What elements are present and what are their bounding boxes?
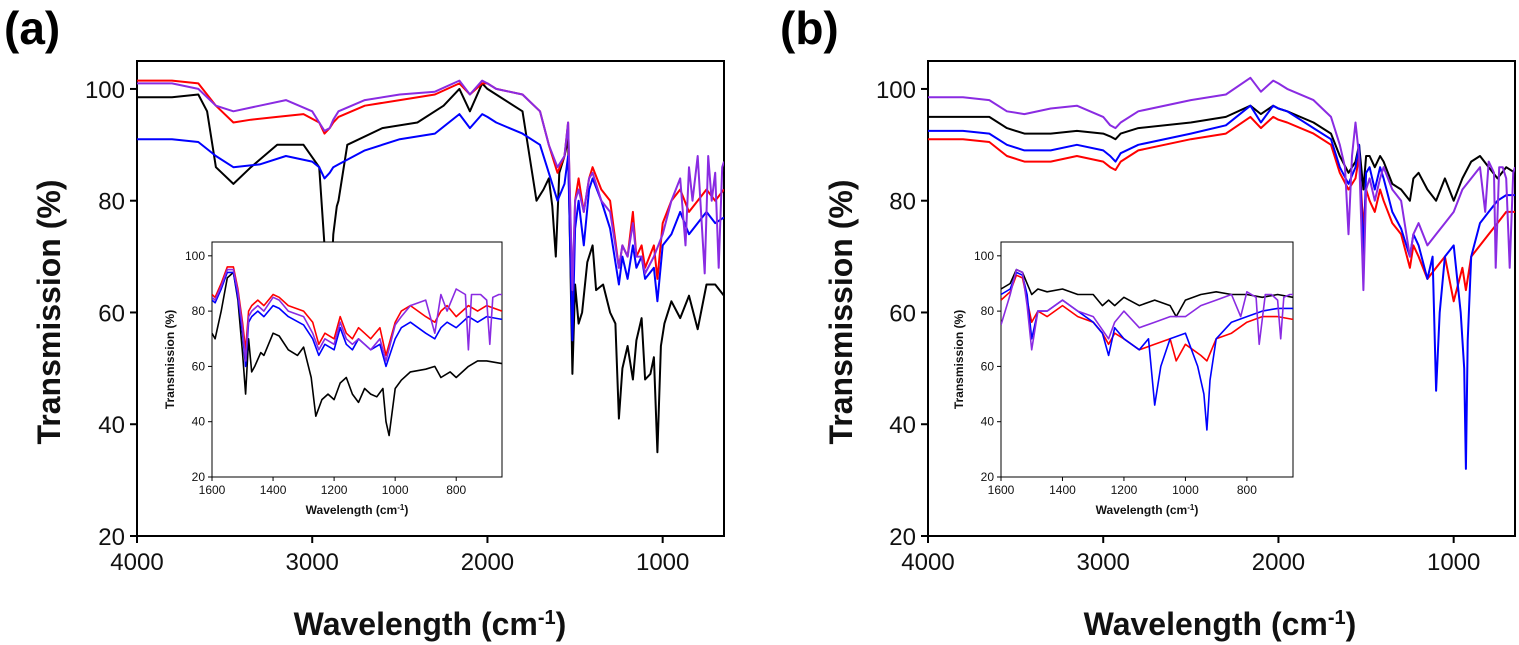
x-tick-label: 3000 — [1077, 549, 1130, 576]
y-tick-label: 100 — [85, 77, 125, 104]
y-tick-label: 40 — [98, 412, 125, 439]
y-tick-label: 20 — [889, 524, 916, 551]
x-axis-title: Wavelength (cm-1) — [1084, 606, 1357, 642]
inset-x-axis-title: Wavelength (cm-1) — [1096, 503, 1199, 518]
x-axis-title-sup: -1 — [538, 607, 556, 629]
series-line-4 — [212, 268, 502, 362]
inset-frame — [1000, 241, 1294, 478]
y-tick-label: 40 — [981, 415, 995, 429]
y-tick-label: 80 — [98, 189, 125, 216]
y-tick-label: 40 — [192, 415, 206, 429]
y-tick-label: 80 — [192, 304, 206, 318]
x-tick-label: 1600 — [988, 483, 1015, 497]
inset-plot: 1600 1400 1200 1000 800 20 40 60 80 100 Transmissi… — [952, 241, 1294, 518]
series-line-1 — [212, 271, 502, 437]
series-group — [212, 266, 502, 437]
series-line-3 — [1001, 271, 1293, 431]
x-tick-label: 4000 — [110, 549, 163, 576]
x-tick-label: 4000 — [901, 549, 954, 576]
series-group — [1001, 268, 1293, 431]
x-axis-title-sup: -1 — [1328, 607, 1346, 629]
x-tick-label: 800 — [1237, 483, 1257, 497]
x-axis-title: Wavelength (cm-1) — [294, 606, 567, 642]
series-line-1 — [1001, 268, 1293, 318]
main-plot: 4000 3000 2000 1000 20 40 60 80 100 — [85, 60, 725, 576]
panel-label: (a) — [4, 2, 60, 54]
y-tick-label: 60 — [981, 359, 995, 373]
x-tick-label: 1400 — [260, 483, 287, 497]
series-line-1 — [928, 104, 1515, 202]
x-tick-label: 1000 — [636, 549, 689, 576]
series-line-4 — [137, 79, 724, 292]
series-line-2 — [928, 115, 1515, 303]
y-axis-title: Transmission (%) — [823, 180, 859, 445]
plot-frame — [136, 60, 725, 537]
inset-y-axis-title: Transmission (%) — [952, 310, 966, 409]
x-tick-label: 1200 — [1111, 483, 1138, 497]
inset-x-axis-title: Wavelength (cm-1) — [306, 503, 409, 518]
panel-label: (b) — [780, 2, 839, 54]
x-tick-label: 800 — [446, 483, 466, 497]
panel-b: (b) 4000 3000 2000 1000 20 40 60 80 100 1600 1400… — [780, 2, 1516, 642]
x-tick-label: 1000 — [1427, 549, 1480, 576]
y-tick-label: 20 — [98, 524, 125, 551]
series-line-4 — [928, 76, 1515, 292]
plot-frame — [927, 60, 1516, 537]
y-tick-label: 40 — [889, 412, 916, 439]
y-tick-label: 100 — [185, 249, 205, 263]
y-axis-title: Transmission (%) — [31, 180, 67, 445]
inset-y-axis-title: Transmission (%) — [163, 310, 177, 409]
inset-frame — [211, 241, 503, 478]
series-group — [928, 76, 1515, 470]
inset-plot: 1600 1400 1200 1000 800 20 40 60 80 100 Transmissi… — [163, 241, 503, 518]
y-tick-label: 100 — [974, 249, 994, 263]
y-tick-label: 60 — [98, 300, 125, 327]
y-tick-label: 80 — [889, 189, 916, 216]
series-line-3 — [137, 113, 724, 342]
y-tick-label: 20 — [192, 470, 206, 484]
x-tick-label: 2000 — [1252, 549, 1305, 576]
y-tick-label: 60 — [889, 300, 916, 327]
x-tick-label: 1200 — [321, 483, 348, 497]
x-tick-label: 3000 — [286, 549, 339, 576]
y-tick-label: 100 — [876, 77, 916, 104]
x-tick-label: 1400 — [1049, 483, 1076, 497]
y-tick-label: 80 — [981, 304, 995, 318]
panel-a: (a) 4000 3000 2000 1000 20 40 60 80 100 1600 1400… — [4, 2, 725, 642]
main-plot: 4000 3000 2000 1000 20 40 60 80 100 — [876, 60, 1516, 576]
series-line-4 — [1001, 268, 1293, 351]
y-tick-label: 60 — [192, 359, 206, 373]
x-tick-label: 1000 — [1172, 483, 1199, 497]
x-tick-label: 2000 — [461, 549, 514, 576]
x-tick-label: 1000 — [382, 483, 409, 497]
x-tick-label: 1600 — [199, 483, 226, 497]
y-tick-label: 20 — [981, 470, 995, 484]
